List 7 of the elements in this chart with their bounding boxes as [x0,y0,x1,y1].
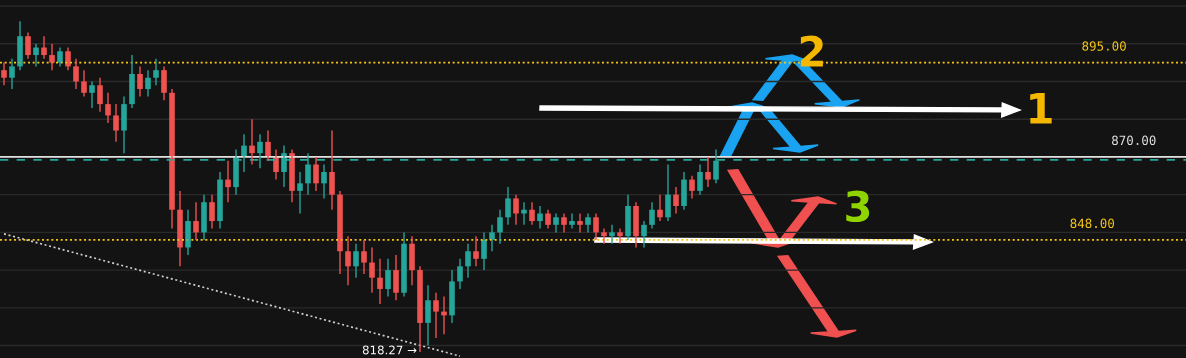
ref-line-label: 895.00 [1082,41,1126,51]
annotation: 818.27 → [362,345,417,355]
annotation: 3 [846,190,870,223]
ref-line-label: 870.00 [1112,135,1156,146]
ref-line-label: 848.00 [1070,218,1115,229]
annotation: 1 [1030,93,1052,124]
annotation: 2 [800,35,823,67]
